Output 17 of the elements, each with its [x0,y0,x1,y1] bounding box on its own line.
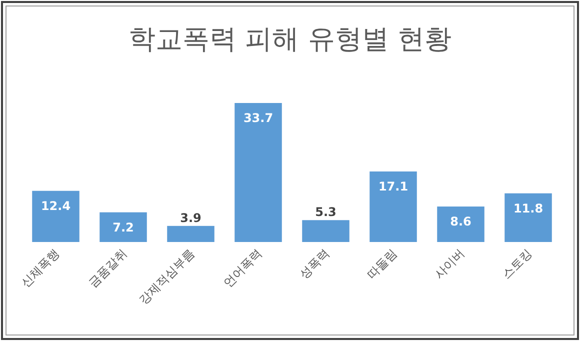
bar [100,212,147,242]
bar [234,103,282,242]
data-label: 17.1 [378,179,408,194]
data-label: 8.6 [450,214,472,229]
chart-title: 학교폭력 피해 유형별 현황 [128,24,452,55]
data-label: 33.7 [243,111,274,125]
bar [32,190,80,242]
data-label: 5.3 [315,205,336,220]
bar [437,206,484,242]
bar [302,220,350,242]
data-label: 7.2 [112,220,134,234]
data-label: 11.8 [513,201,544,216]
data-label: 3.9 [180,210,202,225]
bar [370,171,417,242]
bar [167,226,214,242]
data-label: 12.4 [40,198,71,213]
bar [504,193,552,242]
